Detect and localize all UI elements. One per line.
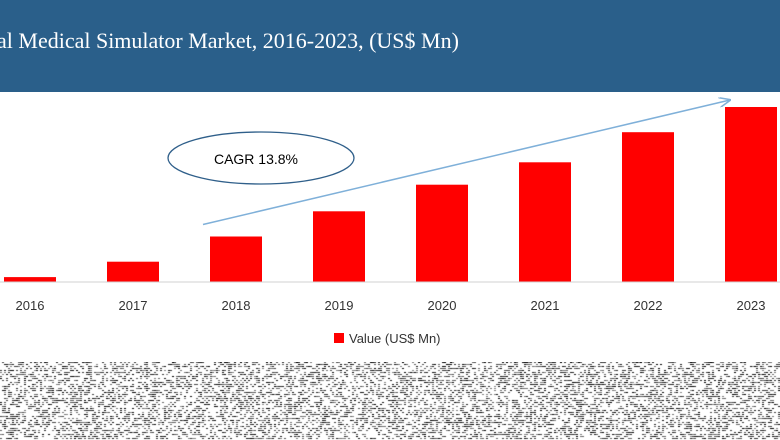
x-tick-label-2023: 2023 [737,298,766,313]
legend-label: Value (US$ Mn) [349,331,441,346]
legend-swatch [334,333,344,343]
x-tick-label-2022: 2022 [634,298,663,313]
bar-2022 [622,132,674,282]
x-tick-label-2019: 2019 [325,298,354,313]
bar-2023 [725,107,777,282]
bars-group [0,107,780,283]
x-tick-label-2016: 2016 [16,298,45,313]
x-tick-label-2017: 2017 [119,298,148,313]
x-tick-label-2018: 2018 [222,298,251,313]
x-tick-label-2020: 2020 [428,298,457,313]
x-tick-label-2021: 2021 [531,298,560,313]
chart-header: bal Medical Simulator Market, 2016-2023,… [0,0,780,92]
legend: Value (US$ Mn) [334,331,441,346]
bar-2019 [313,211,365,282]
x-axis-ticks: 2016 2017 2018 2019 2020 2021 2022 2023 [16,298,766,313]
bar-2016 [4,277,56,282]
chart-title: bal Medical Simulator Market, 2016-2023,… [0,28,459,53]
bar-chart: CAGR 13.8% 2016 2017 2018 2019 2020 2021 2022 2… [0,92,780,346]
bar-2017 [107,261,159,282]
bar-2020 [416,184,468,282]
trend-arrow [202,100,730,226]
bar-2018 [210,236,262,282]
bar-2021 [519,162,571,282]
noise-texture [0,362,780,440]
cagr-ellipse [167,131,355,185]
cagr-label: CAGR 13.8% [214,151,298,167]
